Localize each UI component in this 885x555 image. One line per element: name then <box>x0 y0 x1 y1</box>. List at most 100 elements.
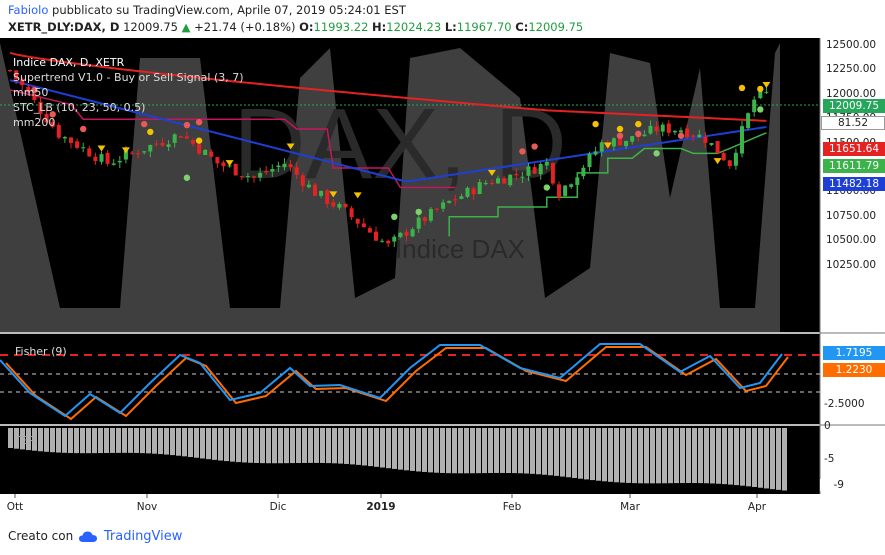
ter-bar <box>158 428 163 455</box>
chart-canvas[interactable]: DAX, D Indice DAX Ott Nov Dic 2019 Feb Mar Apr <box>0 38 885 523</box>
ter-bar <box>20 428 25 450</box>
symbol-line: XETR_DLY:DAX, D 12009.75 ▲ +21.74 (+0.18… <box>8 20 583 34</box>
candle-body <box>306 184 311 188</box>
watermark-small: Indice DAX <box>395 234 525 264</box>
candle-body <box>300 175 305 186</box>
ter-bar <box>176 428 181 456</box>
ter-bar <box>86 428 91 454</box>
candle-body <box>459 196 464 199</box>
green-dot <box>653 150 660 157</box>
author-link[interactable]: Fabiolo <box>8 3 49 17</box>
ter-bar <box>230 428 235 462</box>
candle-body <box>660 124 665 132</box>
candle-body <box>319 190 324 196</box>
ter-bar <box>548 428 553 476</box>
candle-body <box>447 200 452 203</box>
tradingview-link[interactable]: TradingView <box>103 529 183 544</box>
ter-bar <box>722 428 727 485</box>
ter-bar <box>698 428 703 484</box>
ter-bar <box>254 428 259 464</box>
candle-body <box>520 176 525 178</box>
candle-body <box>38 101 43 114</box>
ter-bar <box>134 428 139 453</box>
green-dot <box>543 184 550 191</box>
red-dot <box>635 130 642 138</box>
ter-bar <box>440 428 445 473</box>
price-tick: 10750.00 <box>826 209 877 222</box>
sell-triangle-icon <box>762 82 771 89</box>
candle-body <box>123 150 128 160</box>
candle-body <box>733 152 738 166</box>
signal-markers <box>31 82 771 220</box>
fisher-lines <box>0 343 789 421</box>
legend-mm200[interactable]: mm200 <box>13 116 56 129</box>
ter-bar <box>506 428 511 474</box>
sell-triangle-icon <box>97 145 106 152</box>
legend-mm50[interactable]: mm50 <box>13 86 49 99</box>
red-dot <box>80 125 87 133</box>
candle-body <box>386 240 391 244</box>
candle-body <box>81 147 86 149</box>
candle-body <box>471 188 476 195</box>
high-value: 12024.23 <box>386 20 442 34</box>
green-dot <box>391 213 398 220</box>
candle-body <box>93 156 98 162</box>
candle-body <box>69 137 73 143</box>
footer: Creato con TradingView <box>8 529 182 544</box>
ter-bar <box>494 428 499 473</box>
candle-body <box>203 149 208 156</box>
candle-body <box>496 178 500 184</box>
ter-bar <box>410 428 415 471</box>
ter-bar <box>182 428 187 457</box>
fisher-legend[interactable]: Fisher (9) <box>15 345 67 358</box>
close-value: 12009.75 <box>528 20 584 34</box>
legend-supertrend[interactable]: Supertrend V1.0 - Buy or Sell Signal (3,… <box>13 71 244 84</box>
fisher-orange-tag: 1.2230 <box>823 363 885 377</box>
ter-bar <box>332 428 337 464</box>
ter-bar <box>740 428 745 486</box>
candle-body <box>26 86 31 93</box>
created-with-label: Creato con <box>8 529 74 543</box>
time-label: Dic <box>270 501 287 513</box>
red-dot <box>141 120 148 128</box>
ter-bar <box>596 428 601 481</box>
ter-bar <box>68 428 73 454</box>
sell-triangle-icon <box>487 169 496 176</box>
fisher-blue-tag: 1.7195 <box>823 346 885 360</box>
candle-body <box>355 218 360 224</box>
ter-bar <box>380 428 385 468</box>
time-axis[interactable]: Ott Nov Dic 2019 Feb Mar Apr <box>7 494 767 513</box>
time-label: Ott <box>7 501 24 513</box>
ter-bar <box>44 428 49 452</box>
candle-body <box>270 169 275 172</box>
ter-bar <box>584 428 589 480</box>
sell-triangle-icon <box>329 191 338 198</box>
ter-bar <box>242 428 247 463</box>
ter-bar <box>374 428 379 467</box>
mm200-line <box>9 79 767 183</box>
ter-bar <box>164 428 169 455</box>
candle-body <box>361 223 366 228</box>
ter-legend[interactable]: TER <box>15 434 37 447</box>
ter-bar <box>116 428 121 453</box>
legend-stc[interactable]: STC_LB (10, 23, 50, 0.5) <box>13 101 146 114</box>
ter-bar <box>8 428 13 448</box>
candle-body <box>587 153 592 168</box>
candle-body <box>618 138 622 146</box>
candle-body <box>294 167 299 175</box>
legend-title[interactable]: Indice DAX, D, XETR <box>13 56 125 69</box>
candle-body <box>337 204 342 208</box>
ter-bar <box>74 428 79 454</box>
ter-bar <box>404 428 409 471</box>
ter-tick-0: 0 <box>824 420 831 432</box>
ter-bar <box>692 428 697 484</box>
ter-bar <box>200 428 205 459</box>
price-tick: 10500.00 <box>826 234 877 247</box>
last-price: 12009.75 <box>123 20 178 34</box>
candle-body <box>209 151 214 157</box>
ter-bar <box>680 428 685 484</box>
ter-bar <box>422 428 427 472</box>
fisher-pane[interactable] <box>0 334 820 424</box>
candle-body <box>288 164 293 168</box>
candle-body <box>721 153 726 161</box>
